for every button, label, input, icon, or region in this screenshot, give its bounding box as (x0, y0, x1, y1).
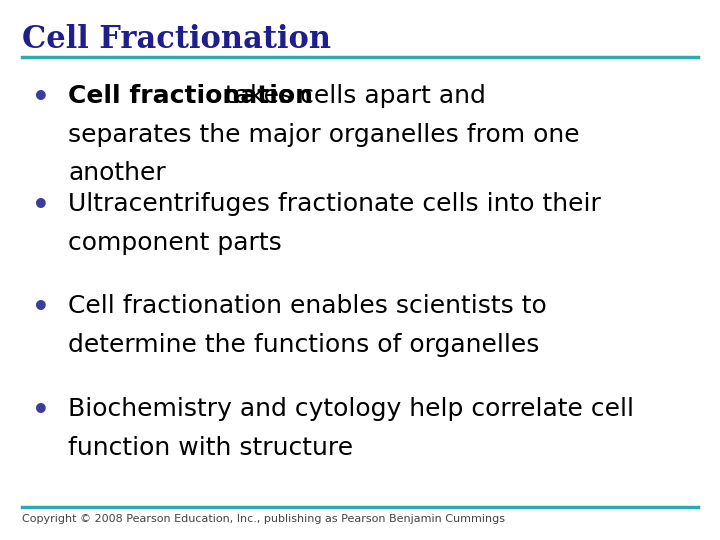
Text: Cell fractionation enables scientists to: Cell fractionation enables scientists to (68, 294, 547, 318)
Text: takes cells apart and: takes cells apart and (217, 84, 486, 107)
Text: Biochemistry and cytology help correlate cell: Biochemistry and cytology help correlate… (68, 397, 634, 421)
Text: separates the major organelles from one: separates the major organelles from one (68, 123, 580, 146)
Text: Ultracentrifuges fractionate cells into their: Ultracentrifuges fractionate cells into … (68, 192, 601, 215)
Text: Cell Fractionation: Cell Fractionation (22, 24, 330, 55)
Text: •: • (32, 192, 50, 220)
Text: function with structure: function with structure (68, 436, 354, 460)
Text: Cell fractionation: Cell fractionation (68, 84, 313, 107)
Text: •: • (32, 294, 50, 322)
Text: another: another (68, 161, 166, 185)
Text: component parts: component parts (68, 231, 282, 254)
Text: •: • (32, 84, 50, 112)
Text: determine the functions of organelles: determine the functions of organelles (68, 333, 540, 357)
Text: Copyright © 2008 Pearson Education, Inc., publishing as Pearson Benjamin Cumming: Copyright © 2008 Pearson Education, Inc.… (22, 514, 505, 524)
Text: •: • (32, 397, 50, 425)
